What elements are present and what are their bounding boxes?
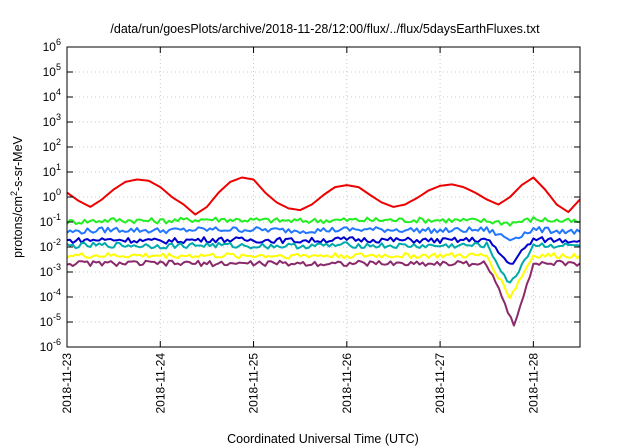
y-tick-base: 10 — [40, 265, 54, 279]
y-tick-base: 10 — [43, 115, 57, 129]
x-tick-label: 2018-11-24 — [153, 353, 167, 414]
y-tick-base: 10 — [40, 215, 54, 229]
y-tick-exponent: 3 — [56, 112, 61, 122]
y-tick-label: 10-6 — [40, 337, 61, 354]
y-tick-label: 103 — [43, 112, 61, 129]
y-tick-label: 10-2 — [40, 237, 61, 254]
y-tick-exponent: -2 — [53, 237, 61, 247]
y-tick-label: 10-1 — [40, 212, 61, 229]
y-tick-base: 10 — [43, 65, 57, 79]
y-tick-exponent: -3 — [53, 262, 61, 272]
y-tick-exponent: -1 — [53, 212, 61, 222]
y-tick-label: 106 — [43, 37, 61, 54]
series-line — [66, 236, 581, 265]
y-axis-label-rest: -s-sr-MeV — [11, 135, 25, 191]
y-axis-label: protons/cm2-s-sr-MeV — [9, 135, 25, 257]
y-tick-base: 10 — [43, 90, 57, 104]
series-line — [66, 252, 581, 300]
y-axis: 10-610-510-410-310-210-11001011021031041… — [40, 37, 580, 354]
y-tick-exponent: -6 — [53, 337, 61, 347]
y-tick-exponent: 0 — [56, 187, 61, 197]
y-tick-label: 10-3 — [40, 262, 61, 279]
y-tick-base: 10 — [40, 340, 54, 354]
y-tick-exponent: 1 — [56, 162, 61, 172]
x-tick-label: 2018-11-28 — [526, 353, 540, 414]
y-tick-base: 10 — [43, 40, 57, 54]
x-tick-label: 2018-11-23 — [60, 353, 74, 414]
x-tick-label: 2018-11-27 — [433, 353, 447, 414]
y-tick-base: 10 — [40, 240, 54, 254]
x-tick-label: 2018-11-25 — [247, 353, 261, 414]
y-tick-label: 102 — [43, 137, 61, 154]
y-axis-label-base: protons/cm — [11, 196, 25, 258]
x-axis: 2018-11-23 2018-11-24 2018-11-25 2018-11-26… — [60, 47, 540, 414]
series-line — [66, 226, 581, 242]
series-line — [66, 259, 581, 327]
y-tick-label: 105 — [43, 62, 61, 79]
y-tick-base: 10 — [43, 140, 57, 154]
series-layer — [66, 176, 581, 327]
y-tick-label: 10-5 — [40, 312, 61, 329]
y-tick-label: 100 — [43, 187, 61, 204]
y-tick-label: 104 — [43, 87, 61, 104]
y-tick-exponent: 2 — [56, 137, 61, 147]
series-line — [66, 216, 581, 227]
y-tick-base: 10 — [43, 165, 57, 179]
x-axis-label: Coordinated Universal Time (UTC) — [227, 432, 419, 446]
y-tick-base: 10 — [40, 290, 54, 304]
y-tick-exponent: -5 — [53, 312, 61, 322]
y-tick-exponent: 5 — [56, 62, 61, 72]
y-tick-label: 10-4 — [40, 287, 61, 304]
series-line — [66, 176, 581, 216]
y-tick-base: 10 — [40, 315, 54, 329]
x-tick-label: 2018-11-26 — [340, 353, 354, 414]
y-tick-base: 10 — [43, 190, 57, 204]
y-tick-exponent: -4 — [53, 287, 61, 297]
series-line — [66, 241, 581, 284]
y-tick-label: 101 — [43, 162, 61, 179]
y-tick-exponent: 6 — [56, 37, 61, 47]
y-axis-label-sup: 2 — [9, 191, 19, 196]
y-tick-exponent: 4 — [56, 87, 61, 97]
grid — [67, 47, 580, 347]
chart-title: /data/run/goesPlots/archive/2018-11-28/1… — [110, 22, 540, 36]
